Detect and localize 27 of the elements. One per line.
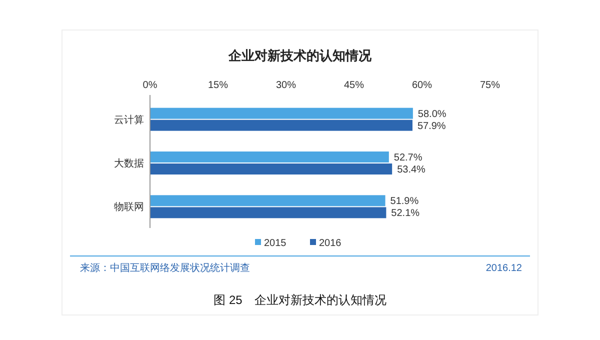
- source-note: 来源：中国互联网络发展状况统计调查: [80, 262, 250, 274]
- bar: [150, 108, 413, 119]
- bar: [150, 207, 386, 218]
- y-tick-label: 物联网: [114, 201, 144, 214]
- x-tick-label: 0%: [142, 80, 158, 91]
- bar: [150, 164, 392, 174]
- y-tick-label: 云计算: [114, 114, 144, 126]
- y-tick-label: 大数据: [114, 158, 144, 170]
- bar: [150, 152, 389, 162]
- legend-label: 2015: [264, 238, 287, 249]
- x-tick-label: 75%: [480, 80, 500, 91]
- x-tick-label: 30%: [276, 80, 296, 91]
- x-tick-label: 45%: [344, 80, 364, 91]
- data-label: 52.7%: [394, 152, 422, 164]
- data-label: 58.0%: [418, 108, 446, 120]
- x-tick-label: 60%: [412, 80, 432, 91]
- data-label: 51.9%: [390, 196, 419, 208]
- data-label: 53.4%: [397, 164, 426, 176]
- text: 2016.12: [486, 263, 522, 274]
- chart-title: 企业对新技术的认知情况: [228, 48, 372, 63]
- data-label: 52.1%: [391, 208, 420, 220]
- data-label: 57.9%: [417, 120, 446, 132]
- x-tick-label: 15%: [208, 80, 228, 91]
- legend-label: 2016: [319, 238, 342, 249]
- bar: [150, 120, 412, 131]
- bar: [150, 195, 386, 206]
- caption: 图 25 企业对新技术的认知情况: [214, 293, 386, 307]
